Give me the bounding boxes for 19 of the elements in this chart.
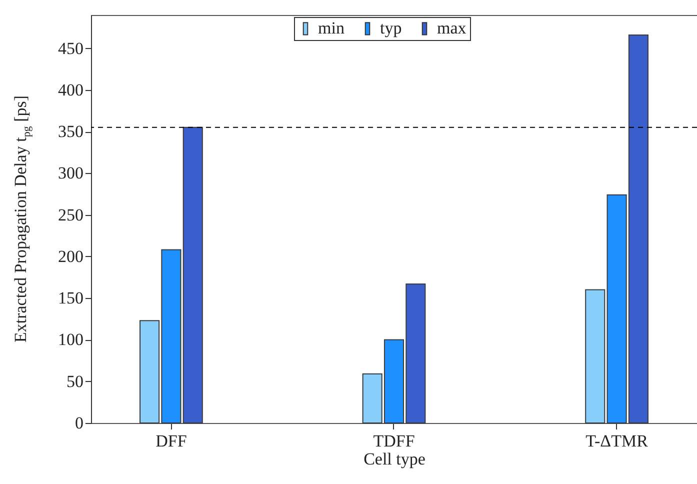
bar xyxy=(182,126,203,424)
legend-label: max xyxy=(437,18,467,38)
legend-label: typ xyxy=(380,18,402,38)
y-tick-label: 450 xyxy=(58,38,84,58)
y-tick-label: 100 xyxy=(58,330,84,350)
y-tick-label: 300 xyxy=(58,164,84,183)
y-tick-label: 400 xyxy=(58,80,84,100)
bar xyxy=(585,289,606,424)
y-tick-label: 0 xyxy=(75,414,84,432)
y-tick-label: 150 xyxy=(58,288,84,308)
y-tick-label: 350 xyxy=(58,122,84,142)
y-tick-label: 200 xyxy=(58,246,84,266)
x-tick-label: TDFF xyxy=(373,432,415,450)
legend-label: min xyxy=(318,18,345,38)
x-tick-label: T-ΔTMR xyxy=(586,432,649,450)
x-tick-label: DFF xyxy=(156,432,187,450)
y-tick-label: 250 xyxy=(58,205,84,224)
x-axis-title: Cell type xyxy=(364,450,426,468)
y-tick-label: 50 xyxy=(66,372,84,391)
